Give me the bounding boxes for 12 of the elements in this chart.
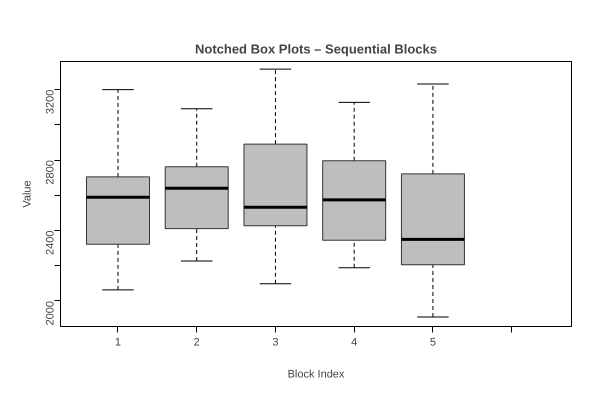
x-axis-title: Block Index: [288, 368, 345, 380]
y-tick-label: 3200: [44, 90, 56, 114]
x-tick-label: 3: [272, 336, 279, 348]
x-tick-label: 1: [114, 336, 122, 348]
y-axis-title: Value: [22, 180, 34, 208]
y-tick-label: 2000: [44, 300, 56, 326]
chart-title: Notched Box Plots – Sequential Blocks: [195, 42, 437, 56]
y-tick-label: 2400: [44, 230, 56, 256]
x-tick-label: 5: [430, 336, 436, 348]
x-tick-label: 2: [194, 336, 200, 348]
x-tick-label: 4: [351, 336, 358, 348]
y-tick-label: 2800: [44, 160, 56, 185]
